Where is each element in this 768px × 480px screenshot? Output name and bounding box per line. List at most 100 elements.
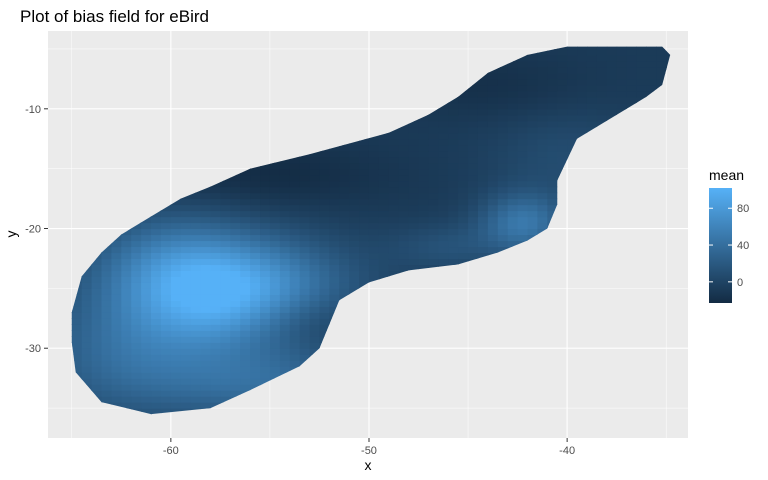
heat-cell bbox=[547, 156, 558, 164]
heat-cell bbox=[586, 78, 598, 86]
heat-cell bbox=[547, 120, 558, 128]
heat-cell bbox=[260, 222, 271, 230]
heat-cell bbox=[279, 300, 291, 307]
heat-cell bbox=[507, 210, 519, 218]
heat-cell bbox=[170, 264, 182, 272]
heat-cell bbox=[319, 156, 330, 164]
heat-cell bbox=[200, 378, 212, 385]
heat-cell bbox=[349, 144, 360, 152]
heat-cell bbox=[220, 216, 231, 224]
heat-cell bbox=[507, 228, 519, 236]
heat-cell bbox=[151, 306, 162, 313]
heat-cell bbox=[101, 396, 113, 403]
heat-cell bbox=[260, 288, 271, 295]
heat-cell bbox=[557, 162, 568, 170]
heat-cell bbox=[388, 270, 400, 277]
heat-cell bbox=[260, 162, 271, 170]
heat-cell bbox=[141, 216, 152, 224]
heat-cell bbox=[339, 270, 350, 277]
heat-cell bbox=[527, 102, 539, 110]
heat-cell bbox=[269, 336, 281, 343]
heat-cell bbox=[527, 198, 539, 206]
heat-cell bbox=[398, 246, 410, 254]
heat-cell bbox=[170, 342, 182, 349]
heat-cell bbox=[368, 276, 380, 283]
heat-cell bbox=[250, 258, 261, 266]
heat-cell bbox=[250, 210, 261, 218]
heat-cell bbox=[428, 234, 439, 242]
heat-cell bbox=[438, 180, 449, 188]
heat-cell bbox=[269, 204, 281, 212]
heat-cell bbox=[151, 342, 162, 349]
heat-cell bbox=[289, 174, 301, 182]
heat-cell bbox=[319, 306, 330, 313]
heat-cell bbox=[299, 252, 311, 260]
heat-cell bbox=[230, 246, 241, 254]
heat-cell bbox=[111, 276, 122, 283]
heat-cell bbox=[160, 348, 172, 355]
heat-cell bbox=[220, 312, 231, 319]
heat-cell bbox=[141, 312, 152, 319]
heat-cell bbox=[180, 330, 192, 337]
heat-cell bbox=[210, 318, 221, 325]
heat-cell bbox=[309, 282, 321, 289]
heat-cell bbox=[368, 246, 380, 254]
heat-cell bbox=[448, 156, 459, 164]
heat-cell bbox=[260, 264, 271, 272]
heat-cell bbox=[230, 366, 241, 373]
heat-cell bbox=[477, 144, 489, 152]
heat-cell bbox=[359, 174, 370, 182]
heat-cell bbox=[151, 336, 162, 343]
heat-cell bbox=[388, 186, 400, 194]
heat-cell bbox=[250, 204, 261, 212]
heat-cell bbox=[101, 384, 113, 391]
heat-cell bbox=[606, 72, 618, 80]
heat-cell bbox=[230, 300, 241, 307]
heat-cell bbox=[141, 378, 152, 385]
heat-cell bbox=[210, 294, 221, 301]
heat-cell bbox=[111, 396, 122, 403]
heat-cell bbox=[349, 198, 360, 206]
heat-cell bbox=[547, 84, 558, 92]
heat-cell bbox=[131, 336, 142, 343]
heat-cell bbox=[418, 234, 430, 242]
heat-cell bbox=[220, 378, 231, 385]
heat-cell bbox=[527, 78, 539, 86]
heat-cell bbox=[260, 324, 271, 331]
heat-cell bbox=[606, 90, 618, 98]
heat-cell bbox=[220, 180, 231, 188]
heat-cell bbox=[448, 168, 459, 176]
heat-cell bbox=[160, 360, 172, 367]
heat-cell bbox=[507, 84, 519, 92]
heat-cell bbox=[626, 46, 638, 50]
heat-cell bbox=[329, 276, 340, 283]
heat-cell bbox=[91, 372, 103, 379]
heat-cell bbox=[250, 180, 261, 188]
heat-cell bbox=[269, 264, 281, 272]
heat-cell bbox=[289, 330, 301, 337]
heat-cell bbox=[81, 300, 93, 307]
heat-cell bbox=[497, 234, 509, 242]
heat-cell bbox=[547, 90, 558, 98]
heat-cell bbox=[230, 192, 241, 200]
heat-cell bbox=[448, 258, 459, 266]
heat-cell bbox=[240, 168, 251, 176]
heat-cell bbox=[289, 186, 301, 194]
heat-cell bbox=[438, 108, 449, 116]
heat-cell bbox=[91, 324, 103, 331]
heat-cell bbox=[190, 192, 202, 200]
heat-cell bbox=[289, 288, 301, 295]
heat-cell bbox=[527, 126, 539, 134]
heat-cell bbox=[289, 210, 301, 218]
heat-cell bbox=[586, 46, 598, 50]
heat-cell bbox=[428, 258, 439, 266]
heat-cell bbox=[260, 360, 271, 367]
heat-cell bbox=[279, 198, 291, 206]
heat-cell bbox=[349, 234, 360, 242]
heat-cell bbox=[468, 150, 479, 158]
heat-cell bbox=[378, 234, 390, 242]
heat-cell bbox=[418, 264, 430, 272]
heat-cell bbox=[547, 186, 558, 194]
heat-cell bbox=[190, 222, 202, 230]
heat-cell bbox=[121, 324, 132, 331]
